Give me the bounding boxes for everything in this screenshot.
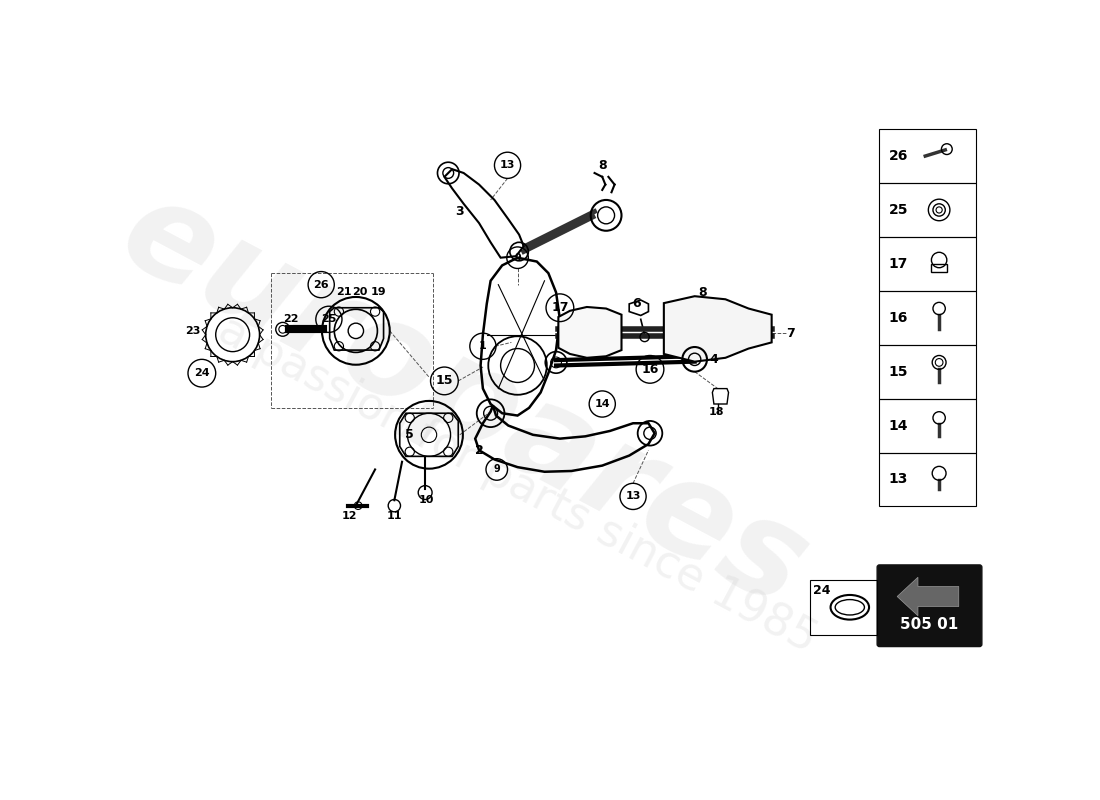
Text: 15: 15 xyxy=(889,365,909,378)
Text: 26: 26 xyxy=(314,280,329,290)
Text: 13: 13 xyxy=(626,491,640,502)
Text: 18: 18 xyxy=(708,406,724,417)
Text: 21: 21 xyxy=(337,287,352,298)
Text: 24: 24 xyxy=(813,584,830,597)
Text: 22: 22 xyxy=(283,314,298,324)
Text: 17: 17 xyxy=(551,302,569,314)
Polygon shape xyxy=(664,296,772,362)
Text: 16: 16 xyxy=(641,363,659,376)
Text: 4: 4 xyxy=(710,353,718,366)
Text: 8: 8 xyxy=(598,158,606,172)
Text: 13: 13 xyxy=(499,160,515,170)
Text: 20: 20 xyxy=(352,287,367,298)
Text: 23: 23 xyxy=(185,326,200,336)
Text: 14: 14 xyxy=(889,418,909,433)
Text: 9: 9 xyxy=(494,465,501,474)
Text: 1: 1 xyxy=(478,342,487,351)
Text: 17: 17 xyxy=(889,257,909,271)
Text: a passion for parts since 1985: a passion for parts since 1985 xyxy=(211,308,824,662)
Text: 3: 3 xyxy=(455,205,464,218)
Text: 12: 12 xyxy=(342,510,358,521)
Polygon shape xyxy=(898,578,959,616)
Text: 16: 16 xyxy=(889,310,909,325)
Text: 5: 5 xyxy=(406,428,414,442)
Text: 13: 13 xyxy=(889,473,909,486)
Text: 24: 24 xyxy=(194,368,210,378)
FancyBboxPatch shape xyxy=(877,565,982,646)
Text: 2: 2 xyxy=(475,444,483,457)
Text: 14: 14 xyxy=(594,399,610,409)
Text: 26: 26 xyxy=(889,149,909,163)
Text: 10: 10 xyxy=(419,495,435,506)
Text: 25: 25 xyxy=(889,203,909,217)
Text: 505 01: 505 01 xyxy=(901,617,958,632)
Text: 7: 7 xyxy=(786,326,795,340)
Text: europares: europares xyxy=(100,166,827,634)
Text: 19: 19 xyxy=(371,287,387,298)
Text: 15: 15 xyxy=(436,374,453,387)
Text: 8: 8 xyxy=(698,286,706,299)
Text: 25: 25 xyxy=(321,314,337,324)
Text: 9: 9 xyxy=(514,253,521,262)
Polygon shape xyxy=(559,307,621,358)
Text: 6: 6 xyxy=(632,298,641,310)
Text: 11: 11 xyxy=(386,510,403,521)
